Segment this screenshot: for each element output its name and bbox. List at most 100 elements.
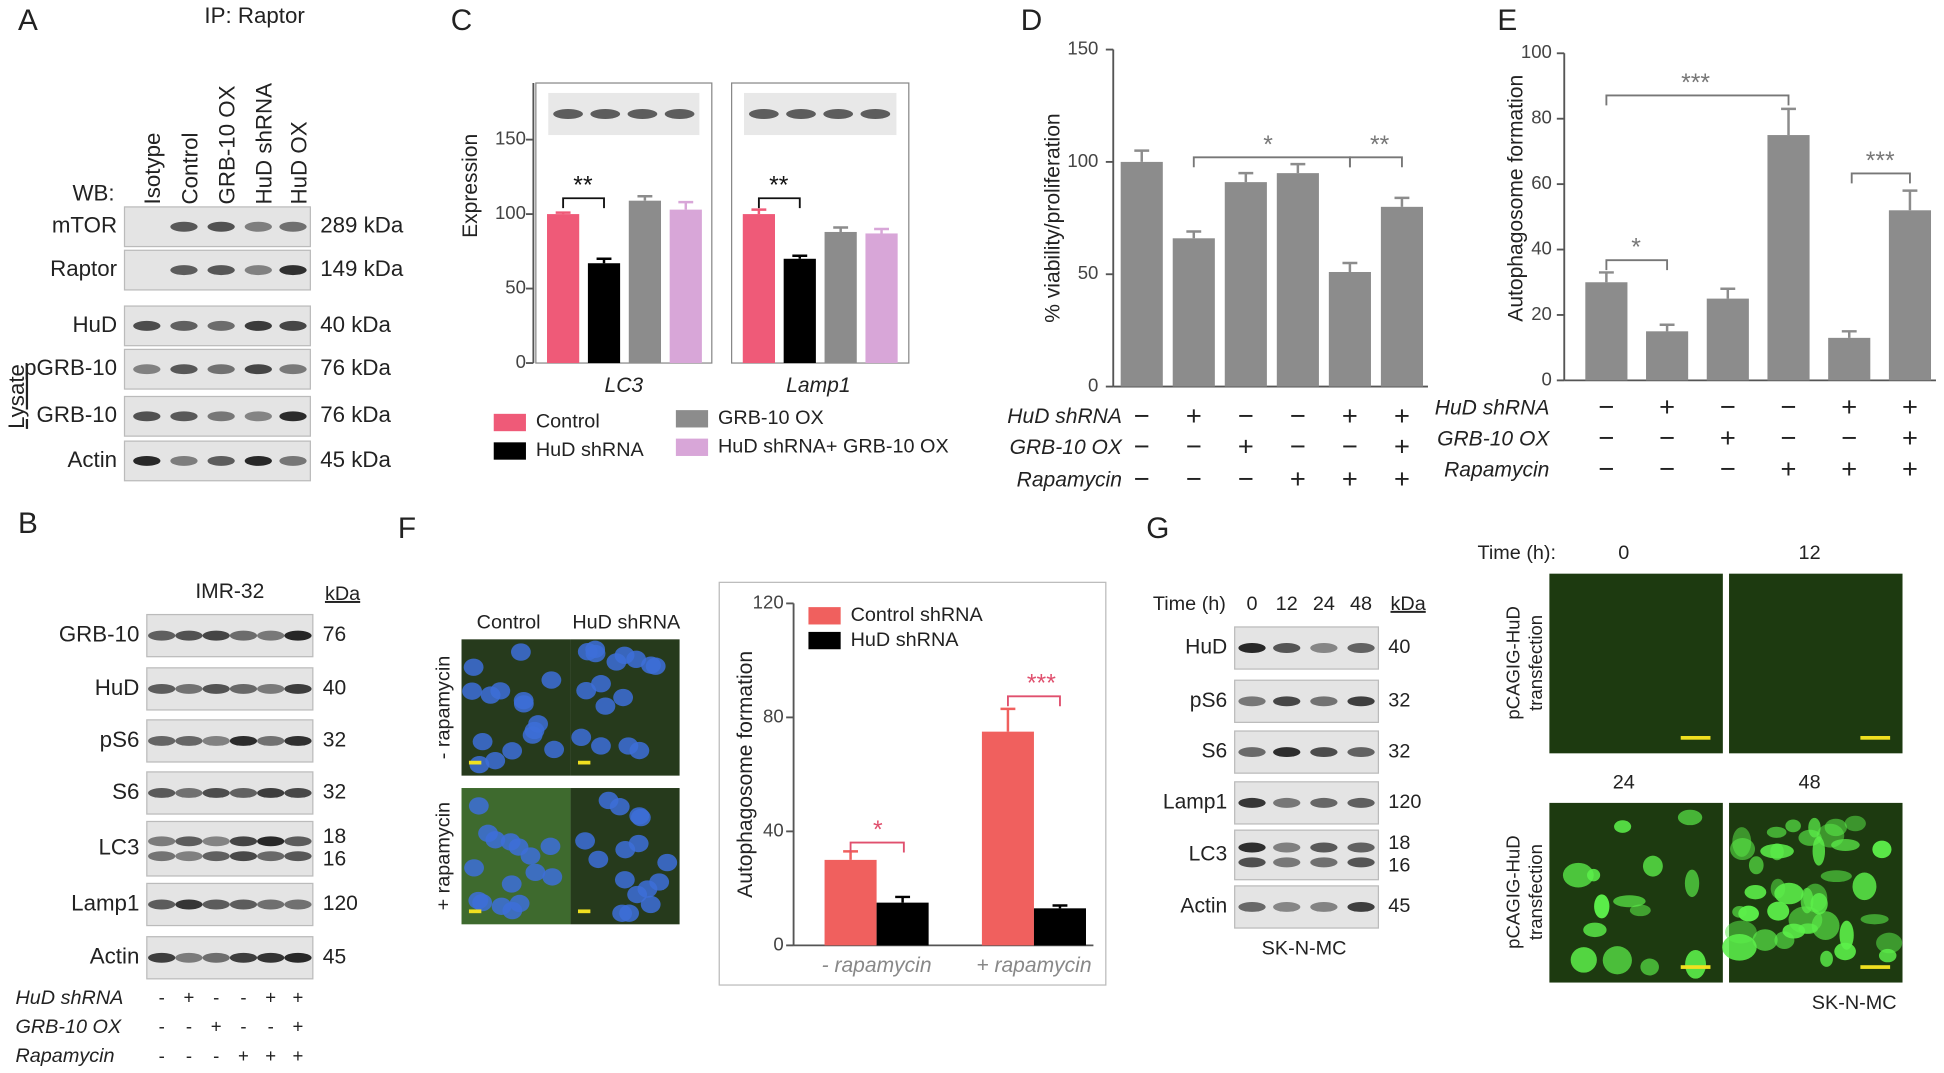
x-tick-label: - rapamycin [822,954,932,977]
blot-band [170,221,198,232]
blot-band [1238,696,1266,707]
condition-sign: − [1134,431,1150,462]
blot-band [590,109,621,119]
cell-signal [1839,920,1854,950]
condition-sign: − [1720,391,1736,422]
nucleus [585,640,606,659]
kda-label: 149 kDa [320,256,404,281]
blot-band [148,899,176,910]
blot-band [148,836,176,847]
nucleus [513,695,534,713]
bar [1646,331,1689,381]
condition-sign: + [1186,400,1202,431]
y-tick-label: 50 [505,276,526,297]
condition-sign: + [1394,400,1410,431]
nucleus [501,875,522,893]
cell-signal [1594,894,1610,919]
error-bar [1134,149,1150,162]
blot-band [202,735,230,746]
blot-band [1310,842,1338,853]
cell-signal [1602,946,1632,975]
condition-sign: + [184,987,195,1008]
blot-band [1238,842,1266,853]
error-bar [833,226,849,232]
condition-sign: - [159,987,165,1008]
column-label: Control [477,611,541,633]
nucleus [502,742,523,760]
condition-sign: − [1659,453,1675,484]
kda-label: 45 kDa [320,447,391,472]
bar [1380,206,1424,387]
condition-sign: + [1781,453,1797,484]
significance-bracket [757,197,801,209]
legend-label: GRB-10 OX [718,407,824,429]
significance-label: *** [1866,148,1895,175]
cell-line: IMR-32 [195,580,264,603]
condition-label: HuD shRNA [1435,396,1550,419]
condition-sign: + [211,1016,222,1037]
error-bar [1000,707,1016,732]
time-label: 0 [1247,593,1258,615]
blot-row-label: Actin [1180,895,1227,918]
blot-band [229,788,258,798]
blot-row-label: Raptor [50,256,117,281]
blot-band [229,899,258,910]
nucleus [626,650,647,668]
cell-signal [1614,820,1632,833]
nucleus [641,656,661,674]
time-label: 48 [1799,771,1821,793]
cell-signal [1748,856,1764,875]
blot-band [1238,643,1266,653]
bar [587,263,621,364]
blot-band [244,221,272,232]
blot-band [148,735,176,746]
nucleus [463,658,484,676]
blot-band [748,109,779,119]
blot-band [202,952,230,963]
cell-signal [1562,862,1594,888]
legend-swatch [675,410,709,428]
blot-row-label: HuD [1185,636,1227,659]
lane-label: Isotype [140,133,165,205]
blot-band [284,952,312,963]
kda-label: 32 [1388,740,1410,762]
y-tick-label: 150 [1067,37,1098,58]
significance-label: ** [1370,132,1390,159]
nucleus [575,832,595,850]
lane-label: HuD shRNA [252,83,277,205]
nucleus [612,904,633,922]
blot-band [148,952,176,963]
condition-sign: − [1186,431,1202,462]
error-bar [555,211,571,215]
error-bar [843,850,859,860]
blot-band [207,364,235,375]
blot-row-label: GRB-10 [37,402,118,427]
kda-header: kDa [325,583,361,605]
legend-label: Control [536,411,600,433]
blot-band [175,683,203,694]
condition-sign: + [293,1016,304,1037]
blot-band [279,411,307,422]
y-tick-label: 100 [1067,150,1098,171]
nucleus [472,732,493,751]
microscopy-image [1549,573,1723,754]
y-tick-label: 0 [1088,374,1098,395]
blot-band [1347,842,1375,853]
blot-band [175,630,203,641]
legend-label: HuD shRNA [536,439,645,461]
nucleus [606,653,627,671]
blot-row-label: S6 [1201,740,1227,763]
cell-signal [1785,819,1801,833]
cell-signal [1811,911,1840,940]
bar [876,902,929,946]
error-bar [678,200,694,210]
time-label: 24 [1313,593,1335,615]
blot-band [133,320,161,331]
condition-sign: + [1902,391,1918,422]
scale-bar [1860,965,1891,969]
condition-sign: - [159,1016,165,1037]
blot-band [1273,643,1301,653]
nucleus [480,686,501,704]
cell-signal [1752,929,1778,951]
condition-sign: + [1290,463,1306,494]
